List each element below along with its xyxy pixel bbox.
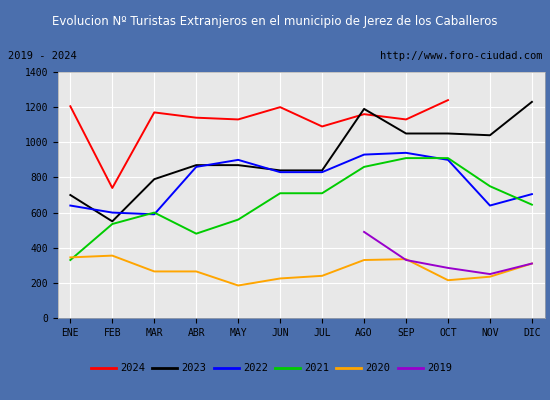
Text: 2019: 2019 — [427, 363, 452, 373]
Text: http://www.foro-ciudad.com: http://www.foro-ciudad.com — [380, 51, 542, 61]
Text: 2024: 2024 — [120, 363, 145, 373]
Text: 2019 - 2024: 2019 - 2024 — [8, 51, 76, 61]
Text: Evolucion Nº Turistas Extranjeros en el municipio de Jerez de los Caballeros: Evolucion Nº Turistas Extranjeros en el … — [52, 14, 498, 28]
Text: 2022: 2022 — [243, 363, 268, 373]
Text: 2023: 2023 — [182, 363, 207, 373]
Text: 2021: 2021 — [304, 363, 329, 373]
Text: 2020: 2020 — [366, 363, 390, 373]
